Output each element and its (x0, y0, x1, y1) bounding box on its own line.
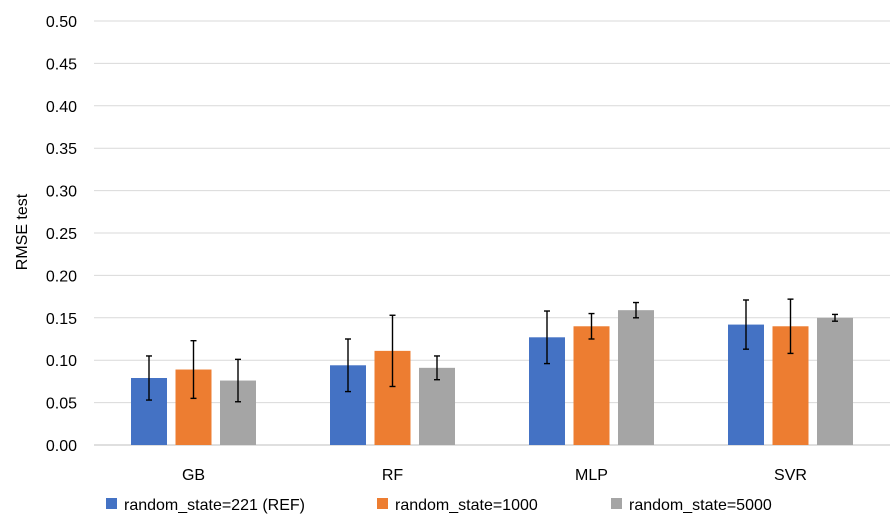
error-bars (146, 298, 838, 403)
bars (131, 310, 853, 445)
y-tick-label: 0.35 (46, 141, 77, 158)
y-tick-label: 0.50 (46, 14, 77, 31)
y-tick-label: 0.45 (46, 56, 77, 73)
y-axis-ticks: 0.00 0.05 0.10 0.15 0.20 0.25 0.30 0.35 0.40 0.45… (46, 14, 77, 455)
bar (419, 367, 455, 445)
legend-label: random_state=221 (REF) (124, 497, 305, 514)
y-tick-label: 0.05 (46, 396, 77, 413)
y-tick-label: 0.20 (46, 268, 77, 285)
y-tick-label: 0.40 (46, 99, 77, 116)
y-tick-label: 0.15 (46, 311, 77, 328)
bar (618, 310, 654, 445)
legend: random_state=221 (REF) random_state=1000 r… (106, 497, 772, 514)
bar (817, 317, 853, 445)
y-axis-label: RMSE test (14, 193, 31, 270)
x-tick-label: MLP (575, 467, 608, 484)
x-tick-label: GB (182, 467, 205, 484)
bar (573, 326, 610, 445)
legend-label: random_state=1000 (395, 497, 538, 514)
y-tick-label: 0.00 (46, 438, 77, 455)
legend-label: random_state=5000 (629, 497, 772, 514)
x-tick-label: SVR (774, 467, 807, 484)
y-tick-label: 0.10 (46, 353, 77, 370)
gridlines (94, 20, 890, 446)
y-tick-label: 0.25 (46, 226, 77, 243)
legend-swatch (611, 498, 622, 509)
legend-swatch (377, 498, 388, 509)
x-tick-label: RF (382, 467, 404, 484)
legend-swatch (106, 498, 117, 509)
x-axis-ticks: GB RF MLP SVR (182, 467, 807, 484)
y-tick-label: 0.30 (46, 184, 77, 201)
